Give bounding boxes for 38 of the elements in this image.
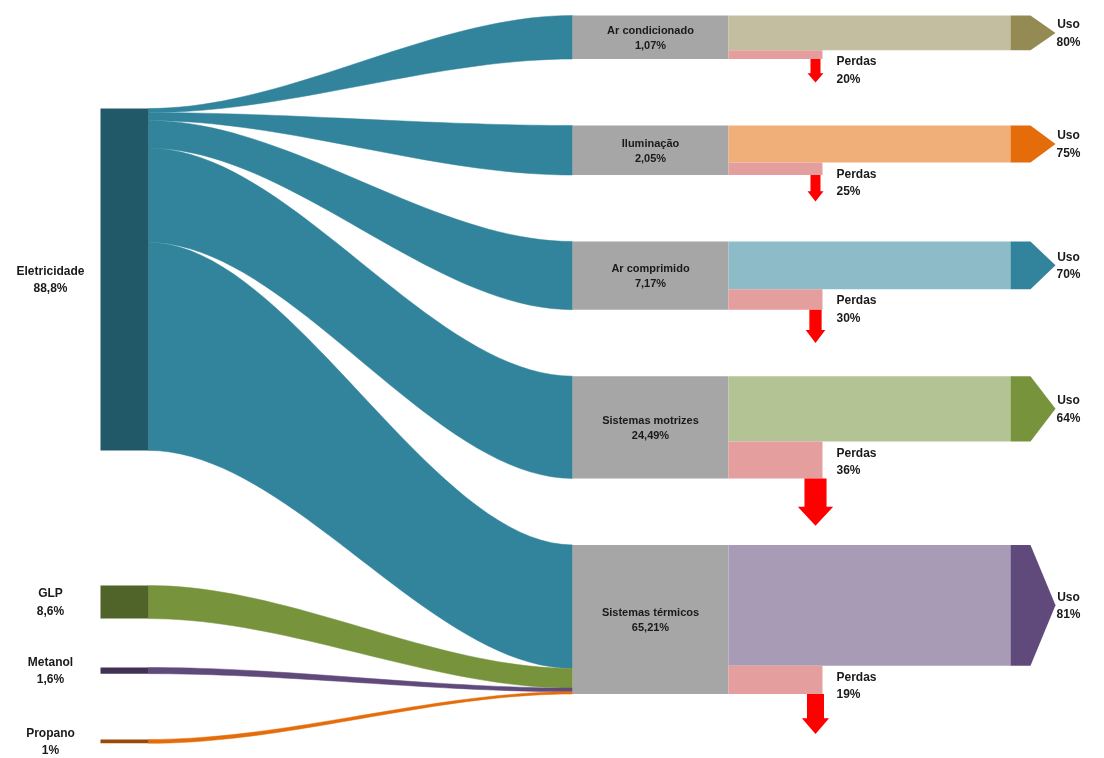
- data-label: 70%: [1056, 267, 1081, 282]
- category-label: Metanol: [27, 654, 74, 669]
- text: Perdas: [836, 445, 877, 460]
- text: Perdas: [836, 54, 877, 69]
- text: Uso: [1057, 128, 1080, 143]
- data-label: 2,05%: [634, 151, 667, 164]
- data-label: 30%: [836, 310, 861, 325]
- text: Perdas: [836, 293, 877, 308]
- data-label: 36%: [836, 463, 861, 478]
- category-label: GLP: [38, 586, 63, 601]
- text: Perdas: [836, 166, 877, 181]
- text: Uso: [1057, 589, 1080, 604]
- data-label: 1%: [41, 743, 60, 758]
- data-label: 8,6%: [36, 603, 65, 618]
- data-label: 88,8%: [33, 281, 68, 296]
- data-label: 75%: [1056, 145, 1081, 160]
- category-label: Sistemas motrizes: [602, 413, 699, 426]
- category-label: Propano: [26, 725, 75, 740]
- text: Uso: [1057, 393, 1080, 408]
- data-label: 19%: [836, 687, 861, 702]
- data-label: 65,21%: [631, 620, 670, 633]
- category-label: Ar comprimido: [611, 262, 690, 275]
- data-label: 81%: [1056, 607, 1081, 622]
- data-label: 64%: [1056, 410, 1081, 425]
- data-label: 1,07%: [634, 38, 667, 51]
- text: Uso: [1057, 17, 1080, 32]
- data-label: 25%: [836, 184, 861, 199]
- data-label: 1,6%: [36, 672, 65, 687]
- data-label: 24,49%: [631, 428, 670, 441]
- text: Perdas: [836, 669, 877, 684]
- text: Uso: [1057, 249, 1080, 264]
- category-label: Sistemas térmicos: [601, 605, 700, 618]
- data-label: 7,17%: [634, 277, 667, 290]
- category-label: Iluminação: [621, 136, 680, 149]
- data-label: 80%: [1056, 34, 1081, 49]
- category-label: Ar condicionado: [607, 23, 695, 36]
- data-label: 20%: [836, 71, 861, 86]
- category-label: Eletricidade: [16, 263, 85, 278]
